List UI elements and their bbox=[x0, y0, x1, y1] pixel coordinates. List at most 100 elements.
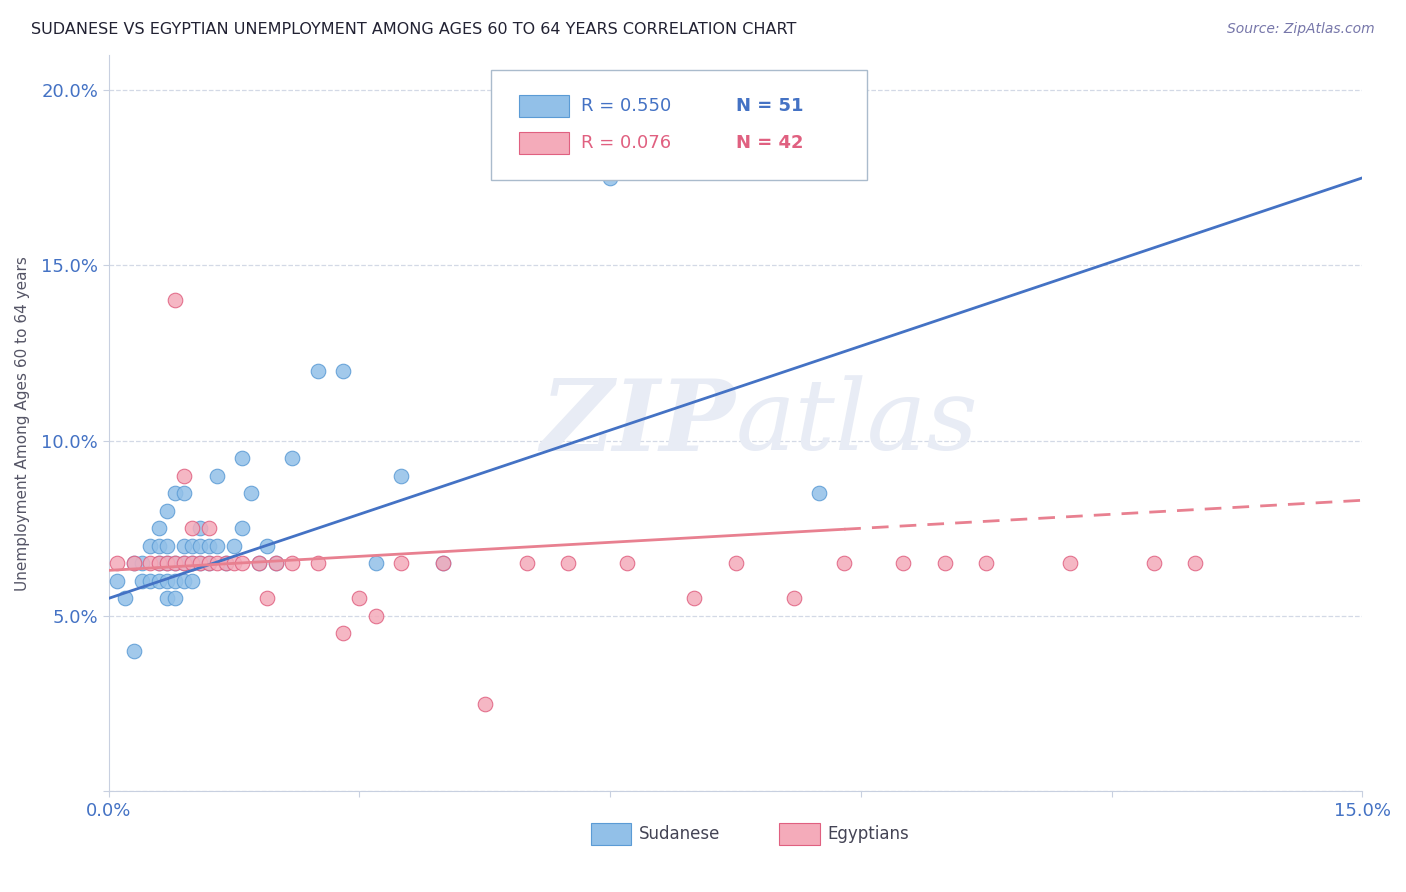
Point bbox=[783, 591, 806, 606]
Point bbox=[148, 574, 170, 588]
Point bbox=[122, 557, 145, 571]
Text: Sudanese: Sudanese bbox=[638, 825, 720, 843]
Y-axis label: Unemployment Among Ages 60 to 64 years: Unemployment Among Ages 60 to 64 years bbox=[15, 256, 30, 591]
Point bbox=[156, 539, 179, 553]
Point bbox=[214, 557, 236, 571]
Text: Source: ZipAtlas.com: Source: ZipAtlas.com bbox=[1227, 22, 1375, 37]
Point bbox=[190, 539, 212, 553]
Text: R = 0.076: R = 0.076 bbox=[581, 134, 672, 152]
Text: atlas: atlas bbox=[735, 376, 979, 471]
Point bbox=[198, 557, 221, 571]
Point bbox=[599, 170, 621, 185]
Point bbox=[156, 557, 179, 571]
Point bbox=[148, 557, 170, 571]
Point bbox=[131, 557, 153, 571]
Point bbox=[264, 557, 287, 571]
Point bbox=[231, 521, 253, 535]
Point bbox=[281, 451, 304, 466]
Point bbox=[173, 557, 195, 571]
Text: SUDANESE VS EGYPTIAN UNEMPLOYMENT AMONG AGES 60 TO 64 YEARS CORRELATION CHART: SUDANESE VS EGYPTIAN UNEMPLOYMENT AMONG … bbox=[31, 22, 796, 37]
Point bbox=[165, 293, 187, 308]
Point bbox=[389, 557, 412, 571]
Point bbox=[682, 591, 704, 606]
Point bbox=[432, 557, 454, 571]
Point bbox=[131, 574, 153, 588]
Point bbox=[332, 626, 354, 640]
FancyBboxPatch shape bbox=[491, 70, 868, 180]
Point bbox=[231, 451, 253, 466]
Point bbox=[181, 574, 204, 588]
Point bbox=[474, 697, 496, 711]
Point bbox=[173, 557, 195, 571]
FancyBboxPatch shape bbox=[519, 95, 569, 117]
Point bbox=[165, 486, 187, 500]
Point bbox=[205, 468, 228, 483]
Point bbox=[515, 557, 537, 571]
Point bbox=[165, 557, 187, 571]
Point bbox=[349, 591, 371, 606]
Point bbox=[247, 557, 270, 571]
Point bbox=[139, 557, 162, 571]
FancyBboxPatch shape bbox=[592, 822, 631, 845]
Point bbox=[148, 539, 170, 553]
Point bbox=[281, 557, 304, 571]
Point bbox=[256, 539, 278, 553]
Point bbox=[222, 557, 245, 571]
Point bbox=[198, 557, 221, 571]
Point bbox=[156, 557, 179, 571]
Point bbox=[934, 557, 956, 571]
Point bbox=[181, 521, 204, 535]
Point bbox=[332, 363, 354, 377]
Point bbox=[139, 539, 162, 553]
Point bbox=[247, 557, 270, 571]
Point bbox=[205, 539, 228, 553]
Point bbox=[1142, 557, 1164, 571]
Point bbox=[156, 574, 179, 588]
Point bbox=[205, 557, 228, 571]
Point bbox=[122, 557, 145, 571]
Point bbox=[307, 363, 329, 377]
FancyBboxPatch shape bbox=[779, 822, 820, 845]
Point bbox=[231, 557, 253, 571]
Text: N = 51: N = 51 bbox=[735, 97, 803, 115]
Point bbox=[974, 557, 997, 571]
Text: ZIP: ZIP bbox=[540, 375, 735, 471]
Point bbox=[222, 539, 245, 553]
Point bbox=[173, 486, 195, 500]
Point bbox=[173, 539, 195, 553]
Point bbox=[198, 521, 221, 535]
Point bbox=[832, 557, 855, 571]
Point bbox=[105, 574, 128, 588]
Point bbox=[364, 557, 387, 571]
Point bbox=[148, 557, 170, 571]
Point bbox=[173, 468, 195, 483]
Point bbox=[198, 539, 221, 553]
FancyBboxPatch shape bbox=[519, 132, 569, 153]
Text: Egyptians: Egyptians bbox=[827, 825, 908, 843]
Point bbox=[891, 557, 914, 571]
Text: R = 0.550: R = 0.550 bbox=[581, 97, 672, 115]
Point bbox=[156, 504, 179, 518]
Point bbox=[557, 557, 579, 571]
Point bbox=[190, 557, 212, 571]
Point bbox=[307, 557, 329, 571]
Point bbox=[724, 557, 747, 571]
Point bbox=[432, 557, 454, 571]
Point bbox=[1184, 557, 1206, 571]
Point bbox=[1059, 557, 1081, 571]
Point bbox=[389, 468, 412, 483]
Point bbox=[239, 486, 262, 500]
Point bbox=[165, 557, 187, 571]
Point bbox=[173, 574, 195, 588]
Point bbox=[165, 591, 187, 606]
Point bbox=[190, 557, 212, 571]
Point bbox=[364, 609, 387, 624]
Point bbox=[105, 557, 128, 571]
Point bbox=[148, 521, 170, 535]
Point bbox=[181, 539, 204, 553]
Point bbox=[181, 557, 204, 571]
Point bbox=[190, 521, 212, 535]
Point bbox=[214, 557, 236, 571]
Point bbox=[264, 557, 287, 571]
Point bbox=[122, 644, 145, 658]
